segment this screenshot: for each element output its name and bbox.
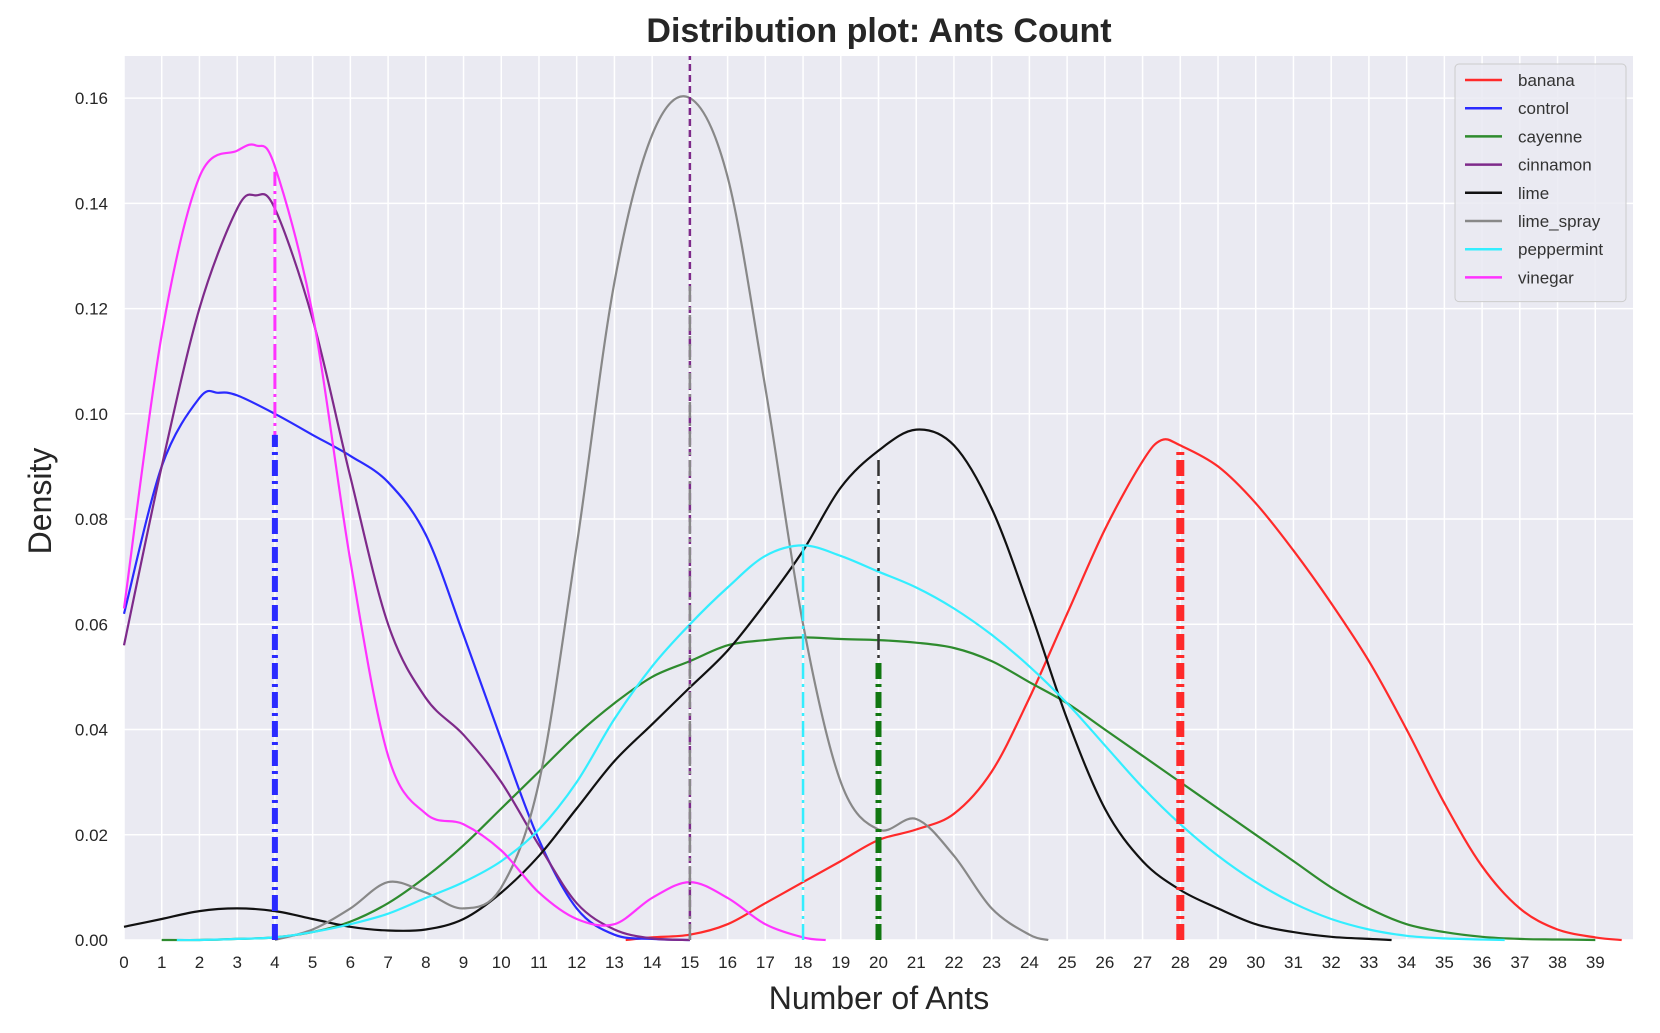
y-tick-label: 0.10 bbox=[75, 405, 108, 424]
y-tick-label: 0.16 bbox=[75, 89, 108, 108]
legend-label: vinegar bbox=[1518, 268, 1574, 287]
x-tick-label: 20 bbox=[869, 953, 888, 972]
x-tick-label: 8 bbox=[421, 953, 430, 972]
x-tick-label: 22 bbox=[944, 953, 963, 972]
x-tick-label: 27 bbox=[1133, 953, 1152, 972]
x-tick-label: 16 bbox=[718, 953, 737, 972]
x-tick-label: 25 bbox=[1058, 953, 1077, 972]
x-tick-label: 35 bbox=[1435, 953, 1454, 972]
series-line-peppermint bbox=[176, 544, 1505, 942]
y-tick-label: 0.04 bbox=[75, 721, 108, 740]
x-tick-label: 15 bbox=[680, 953, 699, 972]
x-tick-label: 28 bbox=[1171, 953, 1190, 972]
x-tick-label: 34 bbox=[1397, 953, 1416, 972]
x-axis-label: Number of Ants bbox=[769, 980, 990, 1016]
y-tick-label: 0.14 bbox=[75, 194, 108, 213]
series-line-lime-spray bbox=[274, 95, 1049, 942]
x-tick-label: 7 bbox=[383, 953, 392, 972]
x-tick-label: 10 bbox=[492, 953, 511, 972]
x-tick-label: 39 bbox=[1586, 953, 1605, 972]
x-tick-label: 11 bbox=[530, 953, 548, 972]
x-tick-label: 29 bbox=[1209, 953, 1228, 972]
y-axis-label: Density bbox=[22, 448, 58, 555]
legend-label: control bbox=[1518, 99, 1569, 118]
x-tick-label: 1 bbox=[157, 953, 166, 972]
legend: banana control cayenne cinnamon lime lime_spr… bbox=[1454, 63, 1627, 303]
legend-label: lime bbox=[1518, 184, 1549, 203]
x-tick-label: 13 bbox=[605, 953, 624, 972]
x-tick-label: 2 bbox=[195, 953, 204, 972]
x-tick-label: 19 bbox=[831, 953, 850, 972]
y-tick-label: 0.08 bbox=[75, 510, 108, 529]
series-line-banana bbox=[625, 438, 1622, 942]
x-tick-label: 32 bbox=[1322, 953, 1341, 972]
reference-lines bbox=[271, 56, 1185, 940]
y-tick-label: 0.12 bbox=[75, 300, 108, 319]
x-tick-label: 26 bbox=[1095, 953, 1114, 972]
x-tick-label: 17 bbox=[756, 953, 775, 972]
x-tick-label: 4 bbox=[270, 953, 279, 972]
legend-label: peppermint bbox=[1518, 240, 1603, 259]
y-tick-labels: 0.00 0.02 0.04 0.06 0.08 0.10 0.12 0.14 0.16 bbox=[75, 89, 108, 950]
legend-label: banana bbox=[1518, 71, 1575, 90]
y-tick-label: 0.06 bbox=[75, 615, 108, 634]
y-tick-label: 0.02 bbox=[75, 826, 108, 845]
x-tick-label: 33 bbox=[1359, 953, 1378, 972]
series-line-control bbox=[122, 389, 690, 942]
legend-box bbox=[1454, 63, 1627, 303]
x-tick-labels: 0 1 2 3 4 5 6 7 8 9 10 11 12 13 14 15 16 17 18 19 20 21 22 23 24… bbox=[119, 953, 1604, 972]
series-line-lime bbox=[123, 428, 1392, 942]
x-tick-label: 0 bbox=[119, 953, 128, 972]
x-tick-label: 9 bbox=[459, 953, 468, 972]
x-tick-label: 24 bbox=[1020, 953, 1039, 972]
x-tick-label: 23 bbox=[982, 953, 1001, 972]
x-tick-label: 37 bbox=[1510, 953, 1529, 972]
legend-label: cayenne bbox=[1518, 127, 1582, 146]
legend-label: cinnamon bbox=[1518, 156, 1592, 175]
x-tick-label: 12 bbox=[567, 953, 586, 972]
x-tick-label: 6 bbox=[346, 953, 355, 972]
x-tick-label: 5 bbox=[308, 953, 317, 972]
x-tick-label: 14 bbox=[643, 953, 662, 972]
x-tick-label: 36 bbox=[1473, 953, 1492, 972]
x-tick-label: 31 bbox=[1284, 953, 1303, 972]
x-tick-label: 3 bbox=[232, 953, 241, 972]
x-tick-label: 18 bbox=[794, 953, 813, 972]
x-tick-label: 21 bbox=[907, 953, 926, 972]
grid-lines bbox=[123, 56, 1633, 941]
series-line-cinnamon bbox=[122, 193, 690, 942]
x-tick-label: 30 bbox=[1246, 953, 1265, 972]
legend-label: lime_spray bbox=[1518, 212, 1601, 231]
y-tick-label: 0.00 bbox=[75, 931, 108, 950]
chart-title: Distribution plot: Ants Count bbox=[646, 12, 1111, 50]
x-tick-label: 38 bbox=[1548, 953, 1567, 972]
